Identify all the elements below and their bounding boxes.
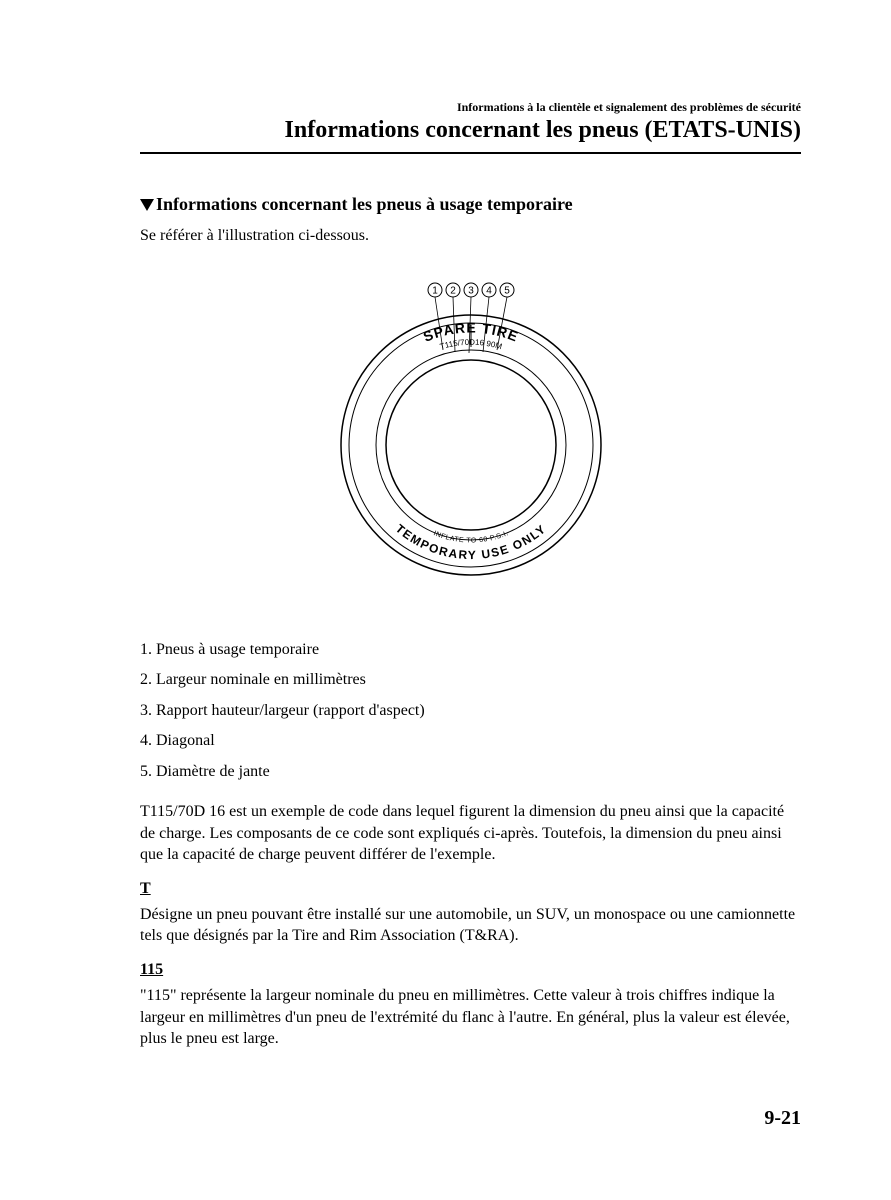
callout-number: 1 [432,286,438,297]
legend-item: Diamètre de jante [140,757,801,787]
section-intro: Se référer à l'illustration ci-dessous. [140,227,801,245]
legend-item: Largeur nominale en millimètres [140,665,801,695]
tire-inner-ring [386,360,556,530]
legend-item: Diagonal [140,726,801,756]
section-heading: Informations concernant les pneus à usag… [140,194,801,215]
callout-legend-list: Pneus à usage temporaireLargeur nominale… [140,635,801,787]
tire-diagram: 12345 SPARE TIRE [140,265,801,605]
triangle-down-icon [140,199,154,211]
section-heading-text: Informations concernant les pneus à usag… [156,194,573,214]
callout-number: 3 [468,286,474,297]
page-number: 9-21 [764,1107,801,1130]
header-small-text: Informations à la clientèle et signaleme… [140,100,801,115]
diagram-inflate-text: INFLATE TO 60 P.S.I. [432,530,509,544]
tire-ring-3 [376,350,566,540]
legend-item: Pneus à usage temporaire [140,635,801,665]
callout-number: 2 [450,286,456,297]
diagram-code-text: T115/70D16 90M [438,338,503,352]
tire-outer-ring [341,315,601,575]
code-heading-115: 115 [140,961,801,979]
header-rule [140,152,801,154]
paragraph-T: Désigne un pneu pouvant être installé su… [140,904,801,947]
callout-number: 5 [504,286,510,297]
paragraph-115: "115" représente la largeur nominale du … [140,985,801,1050]
code-heading-T: T [140,880,801,898]
paragraph-code-intro: T115/70D 16 est un exemple de code dans … [140,801,801,866]
page-title: Informations concernant les pneus (ETATS… [140,117,801,144]
callout-number: 4 [486,286,492,297]
legend-item: Rapport hauteur/largeur (rapport d'aspec… [140,696,801,726]
